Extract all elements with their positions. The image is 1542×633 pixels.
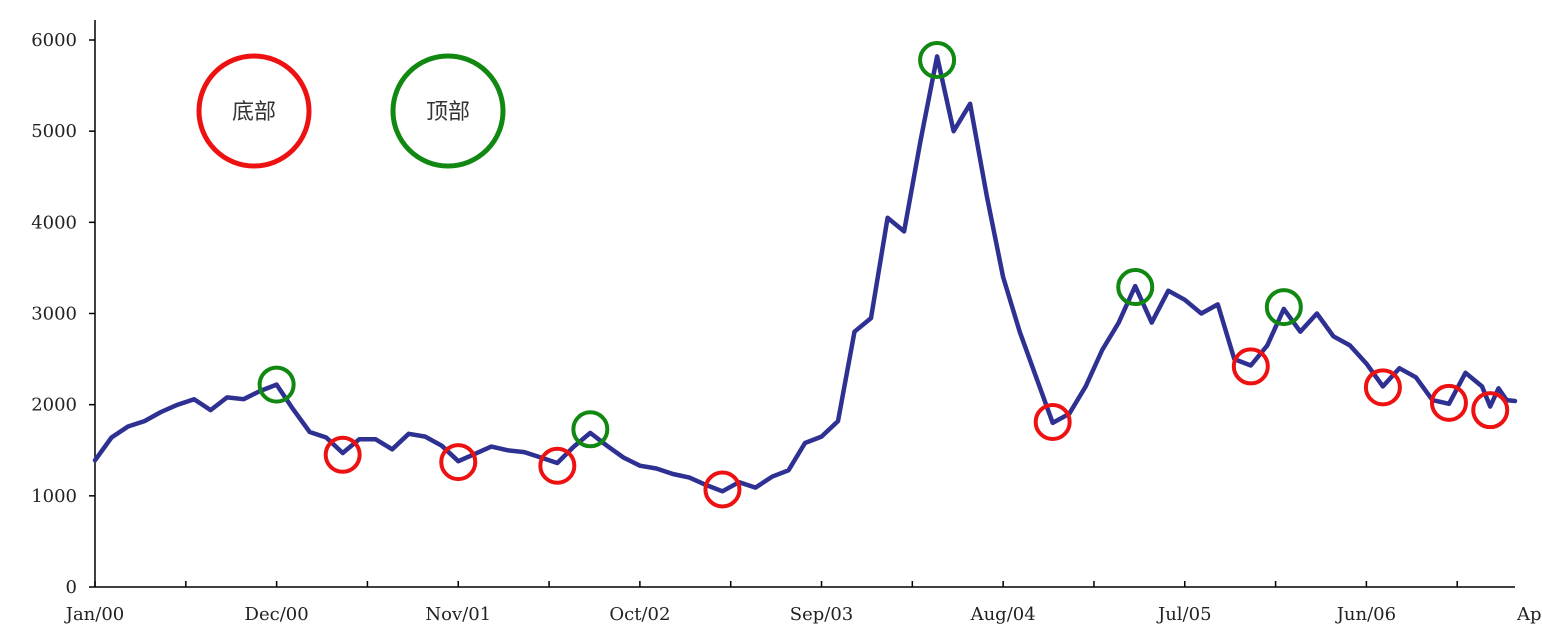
top-marker [918, 41, 957, 80]
series-line [92, 54, 1518, 494]
x-tick-label: Jul/05 [1156, 604, 1212, 625]
top-marker [257, 365, 296, 404]
y-tick-label: 0 [66, 577, 77, 598]
legend-marker [196, 53, 312, 169]
bottom-marker [1429, 383, 1468, 422]
bottom-marker [1033, 402, 1072, 441]
top-marker [1264, 288, 1303, 327]
bottom-marker [538, 446, 577, 485]
annotation-layer [257, 41, 1510, 509]
y-tick-label: 5000 [31, 121, 77, 142]
y-tick-label: 4000 [31, 212, 77, 233]
x-tick-label: Aug/04 [970, 604, 1036, 625]
top-marker [571, 410, 610, 449]
bottom-marker [1231, 347, 1270, 386]
legend-label: 顶部 [426, 100, 470, 125]
bottom-marker [703, 470, 742, 509]
y-tick-label: 1000 [31, 486, 77, 507]
y-tick-label: 6000 [31, 30, 77, 51]
y-tick-label: 2000 [31, 395, 77, 416]
legend-label: 底部 [232, 100, 276, 125]
x-tick-label: Sep/03 [790, 604, 853, 625]
y-tick-label: 3000 [31, 304, 77, 325]
x-tick-label: Jan/00 [64, 604, 125, 625]
legend-marker [390, 53, 506, 169]
axes: 0 1000 2000 3000 4000 5000 6000 Jan/00 Dec/00 Nov… [31, 20, 1542, 625]
series-layer [92, 54, 1518, 494]
bottom-marker [323, 435, 362, 474]
x-tick-label: Jun/06 [1335, 604, 1396, 625]
bottom-marker [1471, 391, 1510, 430]
x-tick-label: Oct/02 [609, 604, 670, 625]
top-marker [1116, 268, 1155, 307]
x-tick-label: Dec/00 [245, 604, 309, 625]
x-tick-label: Nov/01 [425, 604, 491, 625]
bottom-marker [439, 443, 478, 482]
legend: 底部 顶部 [196, 53, 506, 169]
x-tick-label: Apr/07 [1516, 604, 1542, 625]
bottom-marker [1363, 368, 1402, 407]
